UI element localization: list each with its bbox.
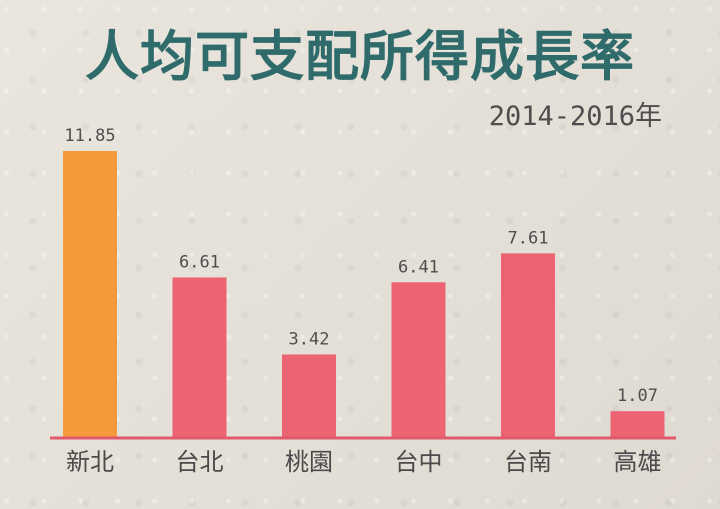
bar-value-label: 7.61 (508, 228, 549, 248)
bar-1 (63, 151, 117, 437)
bar-value-label: 6.61 (179, 252, 220, 272)
category-label: 台北 (176, 448, 224, 476)
category-label: 高雄 (614, 448, 662, 476)
bar-6 (610, 411, 665, 437)
bar-2 (172, 277, 227, 437)
bars-group (63, 151, 665, 437)
labels-group: 11.85 新北 6.61 台北 3.42 桃園 6.41 台中 7.61 台南 1.07 高雄 (64, 126, 661, 476)
bar-3 (282, 354, 336, 437)
bar-4 (391, 282, 446, 437)
bar-value-label: 1.07 (617, 386, 658, 406)
category-label: 台中 (395, 448, 443, 476)
category-label: 桃園 (285, 448, 333, 476)
bar-value-label: 11.85 (64, 126, 115, 146)
bar-value-label: 3.42 (289, 329, 330, 349)
chart-title: 人均可支配所得成長率 (85, 25, 635, 88)
category-label: 新北 (66, 448, 114, 476)
bar-value-label: 6.41 (398, 257, 439, 277)
chart-subtitle: 2014-2016年 (488, 101, 662, 132)
category-label: 台南 (504, 448, 552, 476)
bar-5 (501, 253, 555, 437)
